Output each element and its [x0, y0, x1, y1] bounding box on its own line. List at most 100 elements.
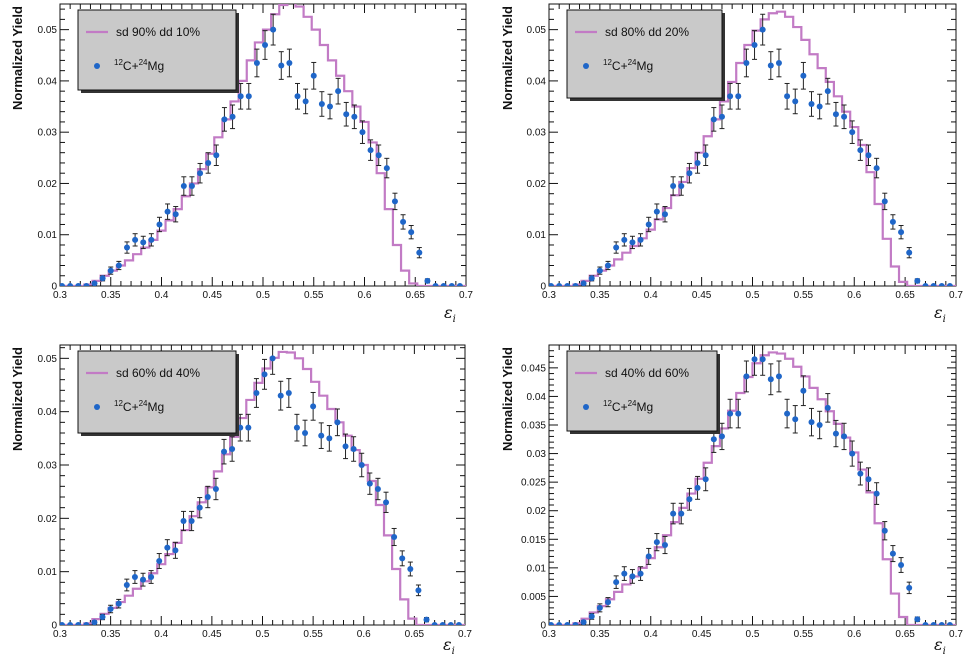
data-marker — [172, 547, 179, 554]
data-marker — [645, 221, 652, 228]
data-marker — [156, 221, 163, 228]
data-marker — [898, 562, 905, 568]
data-point — [930, 283, 937, 286]
data-marker — [212, 486, 219, 492]
data-point — [922, 622, 929, 625]
data-point — [898, 224, 905, 240]
data-marker — [678, 510, 685, 517]
data-marker — [140, 239, 147, 246]
data-point — [358, 452, 365, 478]
data-point — [440, 283, 447, 286]
data-point — [262, 30, 269, 60]
data-point — [399, 550, 406, 567]
legend-marker-swatch — [583, 404, 589, 410]
data-point — [808, 407, 815, 437]
data-marker — [605, 599, 612, 606]
data-marker — [326, 103, 333, 110]
data-point — [448, 283, 455, 286]
data-marker — [60, 283, 66, 286]
data-marker — [670, 183, 677, 190]
data-point — [556, 622, 563, 625]
data-point — [580, 280, 587, 286]
data-marker — [60, 622, 66, 625]
data-marker — [83, 283, 90, 286]
data-marker — [221, 448, 228, 455]
data-point — [310, 391, 317, 421]
y-tick-label: 0.01 — [527, 230, 547, 241]
data-marker — [164, 544, 171, 551]
y-tick-label: 0.05 — [527, 25, 547, 36]
data-point — [564, 622, 571, 625]
data-point — [261, 358, 268, 390]
data-point — [253, 378, 260, 408]
y-axis-title: Normalized Yield — [10, 6, 25, 110]
legend-label-model: sd 80% dd 20% — [605, 25, 689, 39]
model-histogram — [549, 10, 956, 286]
x-tick-label: 0.55 — [794, 629, 814, 640]
data-marker — [800, 72, 807, 79]
data-point — [302, 419, 309, 447]
data-marker — [605, 262, 612, 269]
data-point — [735, 398, 742, 429]
x-tick-label: 0.65 — [406, 290, 426, 301]
data-marker — [366, 480, 373, 487]
data-point — [621, 566, 628, 581]
data-point — [91, 280, 98, 286]
data-point — [718, 104, 725, 130]
legend-label-model: sd 90% dd 10% — [116, 25, 200, 39]
data-marker — [784, 93, 791, 100]
y-tick-label: 0.04 — [527, 392, 547, 403]
data-marker — [140, 576, 147, 583]
data-marker — [123, 244, 130, 251]
data-point — [123, 241, 130, 254]
x-tick-label: 0.3 — [542, 629, 556, 640]
data-point — [784, 82, 791, 110]
y-tick-label: 0.035 — [521, 421, 546, 432]
data-point — [922, 283, 929, 286]
data-marker — [661, 211, 668, 218]
data-point — [374, 477, 381, 501]
data-marker — [767, 376, 774, 383]
data-point — [367, 139, 374, 161]
data-point — [710, 107, 717, 132]
data-point — [115, 260, 122, 271]
y-tick-label: 0.02 — [527, 179, 547, 190]
data-point — [188, 510, 195, 532]
y-axis-title: Normalized Yield — [500, 6, 515, 110]
data-point — [447, 622, 454, 625]
data-marker — [343, 111, 350, 118]
data-point — [759, 13, 766, 46]
data-point — [751, 30, 758, 60]
data-marker — [686, 170, 693, 177]
data-marker — [849, 450, 856, 457]
x-tick-label: 0.3 — [53, 629, 67, 640]
data-marker — [824, 404, 831, 411]
x-tick-label: 0.7 — [949, 290, 963, 301]
data-marker — [881, 527, 888, 534]
data-marker — [743, 373, 750, 380]
data-point — [832, 419, 839, 448]
data-point — [270, 13, 277, 46]
y-axis-title: Normalized Yield — [500, 347, 515, 451]
chart-panel-bottom-left: 0.3 0.35 0.4 0.45 0.5 0.55 0.6 0.65 0.7 0 0.01 0.02… — [0, 330, 484, 661]
data-point — [588, 613, 595, 620]
y-tick-label: 0.015 — [521, 535, 546, 546]
x-axis-title: εi — [934, 635, 946, 657]
data-marker — [440, 283, 447, 286]
data-point — [99, 275, 106, 282]
data-marker — [881, 198, 888, 205]
data-point — [326, 425, 333, 452]
data-point — [775, 48, 782, 78]
data-point — [221, 107, 228, 132]
data-point — [156, 216, 163, 233]
data-point — [205, 152, 212, 174]
data-marker — [759, 26, 766, 33]
data-marker — [75, 622, 82, 625]
data-marker — [293, 424, 300, 431]
data-marker — [245, 424, 252, 431]
data-marker — [456, 283, 463, 286]
legend-label-data: 12C+24Mg — [603, 399, 653, 414]
data-marker — [588, 613, 595, 620]
model-histogram — [60, 350, 465, 625]
y-tick-label: 0.03 — [38, 461, 58, 472]
